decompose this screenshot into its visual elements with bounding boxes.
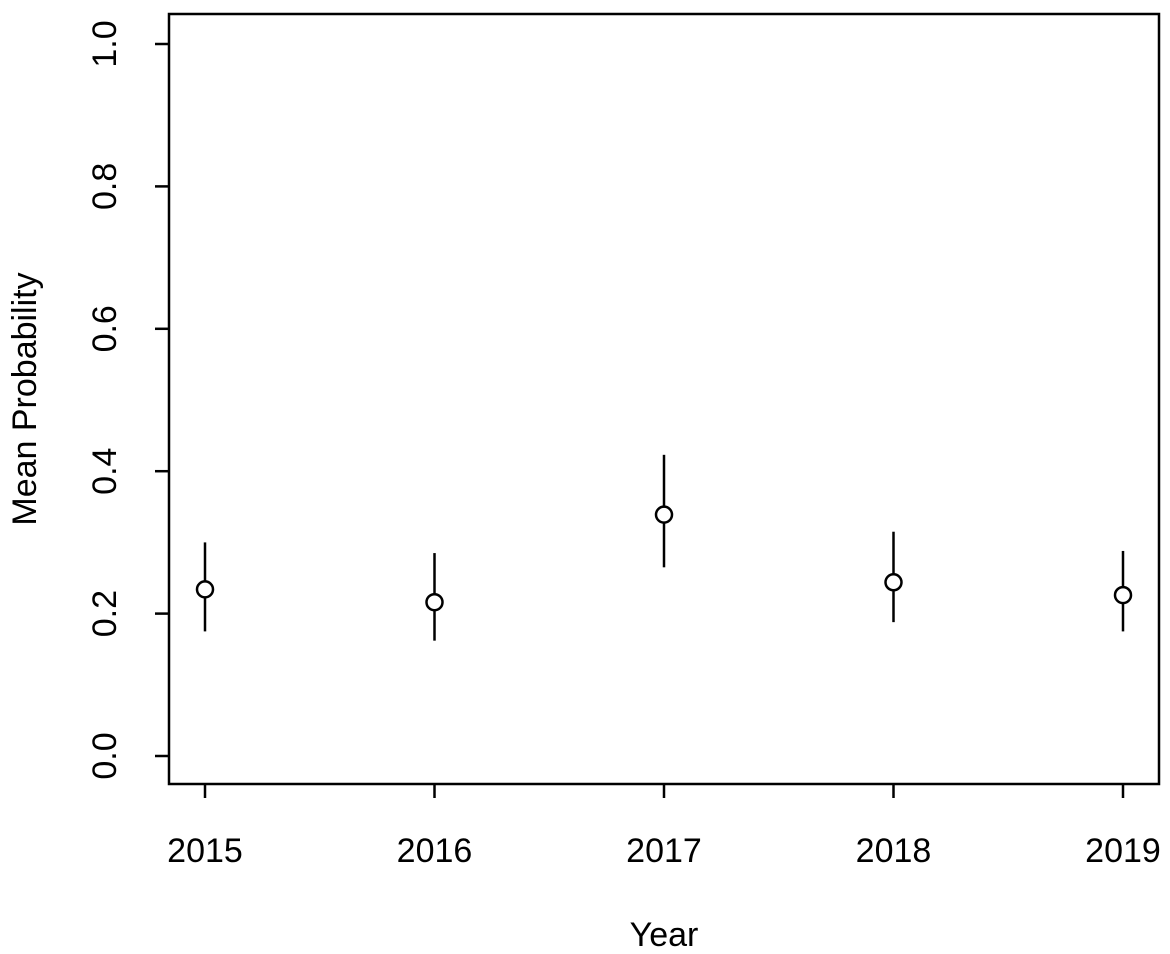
- y-axis: 0.0 0.2 0.4 0.6 0.8 1.0: [86, 20, 169, 780]
- x-tick-label: 2016: [397, 832, 473, 870]
- y-tick-label: 0.4: [86, 448, 124, 495]
- plot-frame: [167, 12, 1161, 786]
- x-tick-label: 2015: [167, 832, 243, 870]
- y-axis-title: Mean Probability: [6, 272, 44, 525]
- data-series: [195, 454, 1133, 641]
- data-point: [1113, 585, 1133, 605]
- x-axis-title: Year: [630, 916, 699, 954]
- y-tick-label: 0.2: [86, 590, 124, 637]
- data-point: [884, 573, 903, 592]
- x-tick-label: 2017: [626, 832, 702, 870]
- data-point: [195, 580, 215, 599]
- x-axis: 2015 2016 2017 2018 2019: [167, 784, 1161, 870]
- data-point: [654, 505, 674, 524]
- y-tick-label: 0.6: [86, 305, 124, 352]
- x-tick-label: 2019: [1085, 832, 1161, 870]
- y-tick-label: 0.8: [86, 163, 124, 210]
- y-tick-label: 1.0: [86, 20, 124, 67]
- data-point: [425, 592, 444, 612]
- x-tick-label: 2018: [856, 832, 932, 870]
- y-tick-label: 0.0: [86, 732, 124, 779]
